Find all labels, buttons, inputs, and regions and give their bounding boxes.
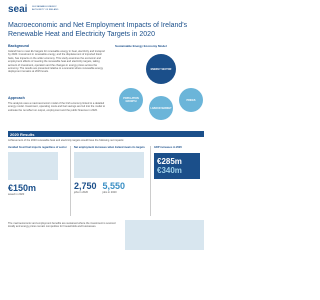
value: 2,750 [74, 181, 97, 192]
logo-sub: SUSTAINABLE ENERGY AUTHORITY OF IRELAND [32, 6, 59, 11]
value: €285m [157, 157, 182, 167]
logo: seai [8, 4, 28, 15]
paragraph: The analysis uses a macroeconomic model … [8, 102, 106, 112]
title: Macroeconomic and Net Employment Impacts… [8, 22, 188, 38]
panel-heading: GDP increases in 2020 [154, 146, 182, 149]
paragraph: Ireland has to meet EU targets for renew… [8, 50, 106, 74]
node: ENERGY SECTOR [146, 54, 176, 84]
caption: jobs in 2020 [74, 191, 88, 195]
image [125, 220, 204, 250]
panel: Net employment increases when Ireland me… [74, 146, 151, 216]
image [8, 152, 58, 181]
page: seai SUSTAINABLE ENERGY AUTHORITY OF IRE… [8, 4, 207, 250]
heading: 2020 Results [10, 131, 35, 137]
caption: jobs in 2020 [102, 191, 117, 195]
caption: saved in 2020 [8, 193, 25, 197]
node: PRICES [179, 88, 203, 112]
node: POPULATION GROWTH [119, 88, 143, 112]
image [74, 152, 144, 179]
intro: Achievement of the 2020 renewable heat a… [8, 139, 125, 142]
panel: GDP increases in 2020 €285m €340m [154, 146, 204, 216]
panel-heading: Net employment increases when Ireland me… [74, 146, 145, 149]
node: LABOUR MARKET [149, 96, 173, 120]
value: 5,550 [102, 181, 126, 192]
footer-text: The macroeconomic and employment benefit… [8, 222, 116, 229]
panel: Avoided fossil fuel imports regardless o… [8, 146, 71, 216]
diagram: ENERGY SECTOR POPULATION GROWTH LABOUR M… [115, 52, 207, 126]
heading: Sustainable Energy Economy Model [115, 44, 167, 48]
heading: Approach [8, 96, 25, 100]
band [8, 131, 204, 137]
value: €150m [8, 183, 37, 194]
heading: Background [8, 44, 29, 48]
panel-heading: Avoided fossil fuel imports regardless o… [8, 146, 67, 149]
value: €340m [157, 166, 182, 176]
